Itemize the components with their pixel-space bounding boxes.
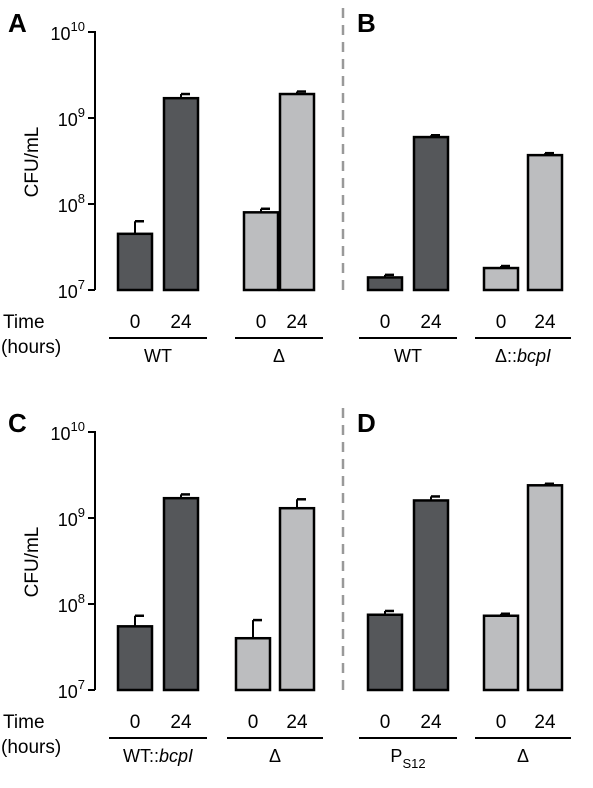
x-tick-label: 24 <box>286 712 308 733</box>
x-axis-title-time-top: Time <box>3 312 45 333</box>
bar <box>366 613 404 692</box>
x-axis-title-time-bottom: Time <box>3 712 45 733</box>
bar <box>412 499 450 692</box>
bar <box>234 636 272 692</box>
y-tick-label: 109 <box>58 105 85 130</box>
y-tick-label: 107 <box>58 277 85 302</box>
x-tick-label: 24 <box>286 312 308 333</box>
x-tick-label: 0 <box>380 312 391 333</box>
y-tick-label: 1010 <box>51 19 86 44</box>
panel-label: D <box>357 408 376 438</box>
bar <box>482 266 520 292</box>
group-label: Δ <box>517 746 529 766</box>
group-label: WT <box>144 346 172 366</box>
y-axis-label-bottom: CFU/mL <box>22 527 43 598</box>
x-tick-label: 0 <box>496 312 507 333</box>
panel-label: A <box>8 8 27 38</box>
panel-label: C <box>8 408 27 438</box>
x-tick-label: 24 <box>420 712 442 733</box>
bar <box>242 211 280 292</box>
x-axis-title-hours-bottom: (hours) <box>1 737 61 758</box>
x-tick-label: 0 <box>248 712 259 733</box>
bar <box>412 135 450 292</box>
y-tick-label: 109 <box>58 505 85 530</box>
x-axis-title-hours-top: (hours) <box>1 337 61 358</box>
bar <box>162 96 200 292</box>
panel-label: B <box>357 8 376 38</box>
x-tick-label: 24 <box>534 712 556 733</box>
bar <box>116 232 154 292</box>
bar <box>482 614 520 692</box>
group-label: WT <box>394 346 422 366</box>
bar <box>278 92 316 292</box>
x-tick-label: 0 <box>130 312 141 333</box>
bar <box>116 625 154 692</box>
y-axis-label-top: CFU/mL <box>22 127 43 198</box>
x-tick-label: 24 <box>170 712 192 733</box>
y-tick-label: 108 <box>58 191 85 216</box>
x-tick-label: 0 <box>380 712 391 733</box>
x-tick-label: 24 <box>420 312 442 333</box>
bar <box>278 506 316 692</box>
y-tick-label: 108 <box>58 591 85 616</box>
x-tick-label: 0 <box>130 712 141 733</box>
x-tick-label: 0 <box>496 712 507 733</box>
y-tick-label: 107 <box>58 677 85 702</box>
group-label: Δ::bcpI <box>495 346 551 366</box>
bar <box>162 496 200 692</box>
group-label: Δ <box>273 346 285 366</box>
x-tick-label: 0 <box>256 312 267 333</box>
bar <box>526 153 564 292</box>
bar <box>526 484 564 692</box>
y-tick-label: 1010 <box>51 419 86 444</box>
x-tick-label: 24 <box>170 312 192 333</box>
bar <box>366 276 404 292</box>
x-tick-label: 24 <box>534 312 556 333</box>
group-label: WT::bcpI <box>123 746 193 766</box>
group-label: PS12 <box>390 746 425 771</box>
group-label: Δ <box>269 746 281 766</box>
